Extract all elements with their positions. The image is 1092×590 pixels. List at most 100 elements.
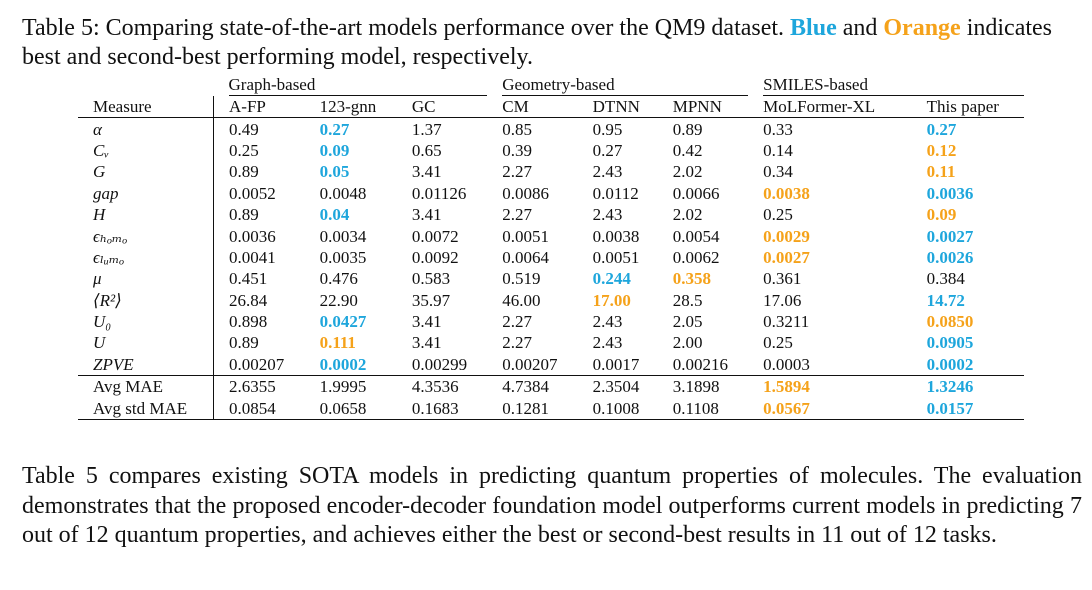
value-cell: 0.0567 <box>748 397 912 420</box>
value-cell: 0.27 <box>592 140 623 160</box>
value-cell: 0.0038 <box>763 183 810 203</box>
value-cell: 0.25 <box>763 333 793 353</box>
value-cell: 0.0029 <box>763 226 810 246</box>
results-table: Graph-based Geometry-based SMILES-based … <box>78 74 1024 420</box>
value-cell: 0.0052 <box>229 183 276 203</box>
value-cell: 0.0066 <box>672 183 720 203</box>
value-cell: 1.5894 <box>763 377 810 397</box>
caption-prefix: Table 5: Comparing state-of-the-art mode… <box>22 15 785 41</box>
value-cell: 0.476 <box>319 269 358 289</box>
value-cell: 0.361 <box>763 269 802 289</box>
value-cell: 2.43 <box>592 162 623 182</box>
value-cell: 2.6355 <box>229 377 276 397</box>
value-cell: 4.3536 <box>411 377 459 397</box>
value-cell: 0.65 <box>411 140 442 160</box>
summary-row: Avg std MAE 0.0854 0.0658 0.1683 0.1281 0.100… <box>78 397 1024 420</box>
value-cell: 0.00207 <box>213 353 305 377</box>
value-cell: 0.0427 <box>319 312 367 332</box>
measure-cell: U <box>78 332 214 354</box>
measure-cell: gap <box>78 182 214 204</box>
value-cell: 0.09 <box>319 140 350 160</box>
measure-cell: ϵₕₒₘₒ <box>78 225 214 247</box>
column-header-afp: A-FP <box>213 96 305 119</box>
body-paragraph: Table 5 compares existing SOTA models in… <box>22 463 1082 548</box>
value-cell: 1.37 <box>411 119 442 139</box>
value-cell: 0.0072 <box>411 226 459 246</box>
value-cell: 46.00 <box>502 290 541 310</box>
value-cell: 2.43 <box>592 205 623 225</box>
table-row: H 0.89 0.04 3.41 2.27 2.43 2.02 0.25 0.09 <box>78 203 1024 226</box>
value-cell: 2.00 <box>672 333 703 353</box>
value-cell: 0.519 <box>502 269 541 289</box>
value-cell: 0.89 <box>672 119 703 139</box>
measure-cell: H <box>78 203 214 226</box>
value-cell: 0.583 <box>411 269 451 289</box>
value-cell: 14.72 <box>926 290 965 310</box>
value-cell: 0.89 <box>229 205 259 225</box>
summary-row: Avg MAE 2.6355 1.9995 4.3536 4.7384 2.3504 3.1… <box>78 375 1024 398</box>
table-row: ⟨R²⟩ 26.84 22.90 35.97 46.00 17.00 28.5 17.06 14… <box>78 289 1024 311</box>
value-cell: 0.25 <box>229 140 259 160</box>
value-cell: 28.5 <box>672 290 703 310</box>
table-row: Cᵥ 0.25 0.09 0.65 0.39 0.27 0.42 0.14 0.12 <box>78 139 1024 162</box>
value-cell: 2.02 <box>672 162 703 182</box>
table-row: U₀ 0.898 0.0427 3.41 2.27 2.43 2.05 0.3211 0.085… <box>78 310 1024 333</box>
value-cell: 0.0038 <box>592 226 640 246</box>
caption-blue-word: Blue <box>790 15 837 41</box>
value-cell: 0.0034 <box>319 226 367 246</box>
value-cell: 0.09 <box>926 205 957 225</box>
measure-cell: ϵₗᵤₘₒ <box>78 246 214 269</box>
value-cell: 0.33 <box>763 119 793 139</box>
value-cell: 0.0036 <box>926 183 974 203</box>
measure-cell: ⟨R²⟩ <box>78 289 214 311</box>
value-cell: 0.0035 <box>319 247 367 267</box>
value-cell: 0.0051 <box>502 226 549 246</box>
value-cell: 0.244 <box>592 269 631 289</box>
column-header-cm: CM <box>487 96 578 119</box>
value-cell: 0.0086 <box>502 183 549 203</box>
value-cell: 0.1108 <box>657 397 749 420</box>
value-cell: 2.27 <box>502 333 532 353</box>
caption-and-word: and <box>842 15 878 41</box>
value-cell: 1.9995 <box>319 377 367 397</box>
group-smiles-cell: SMILES-based <box>748 74 1024 96</box>
value-cell: 0.39 <box>502 140 532 160</box>
value-cell: 0.0027 <box>763 247 810 267</box>
value-cell: 0.89 <box>229 333 259 353</box>
value-cell: 0.00207 <box>487 353 578 377</box>
column-header-molformer: MoLFormer-XL <box>748 96 912 119</box>
value-cell: 0.3211 <box>763 312 810 332</box>
value-cell: 3.41 <box>411 205 442 225</box>
value-cell: 22.90 <box>319 290 358 310</box>
value-cell: 3.41 <box>411 312 442 332</box>
value-cell: 4.7384 <box>502 377 549 397</box>
value-cell: 0.1008 <box>577 397 658 420</box>
value-cell: 0.1683 <box>396 397 488 420</box>
value-cell: 2.05 <box>672 312 703 332</box>
table-row: ϵₕₒₘₒ 0.0036 0.0034 0.0072 0.0051 0.0038 0.005… <box>78 225 1024 247</box>
table-row: ZPVE 0.00207 0.0002 0.00299 0.00207 0.0017 0.0… <box>78 353 1024 377</box>
value-cell: 0.00299 <box>396 353 488 377</box>
value-cell: 0.05 <box>319 162 350 182</box>
value-cell: 26.84 <box>229 290 268 310</box>
value-cell: 0.0002 <box>911 353 1024 377</box>
value-cell: 0.0003 <box>748 353 912 377</box>
value-cell: 0.111 <box>319 333 356 353</box>
group-label-graph: Graph-based <box>228 74 488 96</box>
value-cell: 2.43 <box>592 333 623 353</box>
value-cell: 0.0036 <box>229 226 276 246</box>
value-cell: 0.34 <box>763 162 793 182</box>
group-header-row: Graph-based Geometry-based SMILES-based <box>78 74 1024 96</box>
value-cell: 0.0157 <box>911 397 1024 420</box>
value-cell: 0.0112 <box>592 183 639 203</box>
column-header-123gnn: 123-gnn <box>304 96 397 119</box>
measure-cell: Cᵥ <box>78 139 214 162</box>
measure-cell: ZPVE <box>78 353 214 377</box>
value-cell: 3.41 <box>411 162 442 182</box>
value-cell: 0.0017 <box>577 353 658 377</box>
table-summary: Avg MAE 2.6355 1.9995 4.3536 4.7384 2.3504 3.1… <box>78 375 1024 420</box>
group-graph-cell: Graph-based <box>214 74 488 96</box>
value-cell: 0.0026 <box>926 247 974 267</box>
value-cell: 2.27 <box>502 312 532 332</box>
measure-cell: Avg std MAE <box>78 397 214 420</box>
